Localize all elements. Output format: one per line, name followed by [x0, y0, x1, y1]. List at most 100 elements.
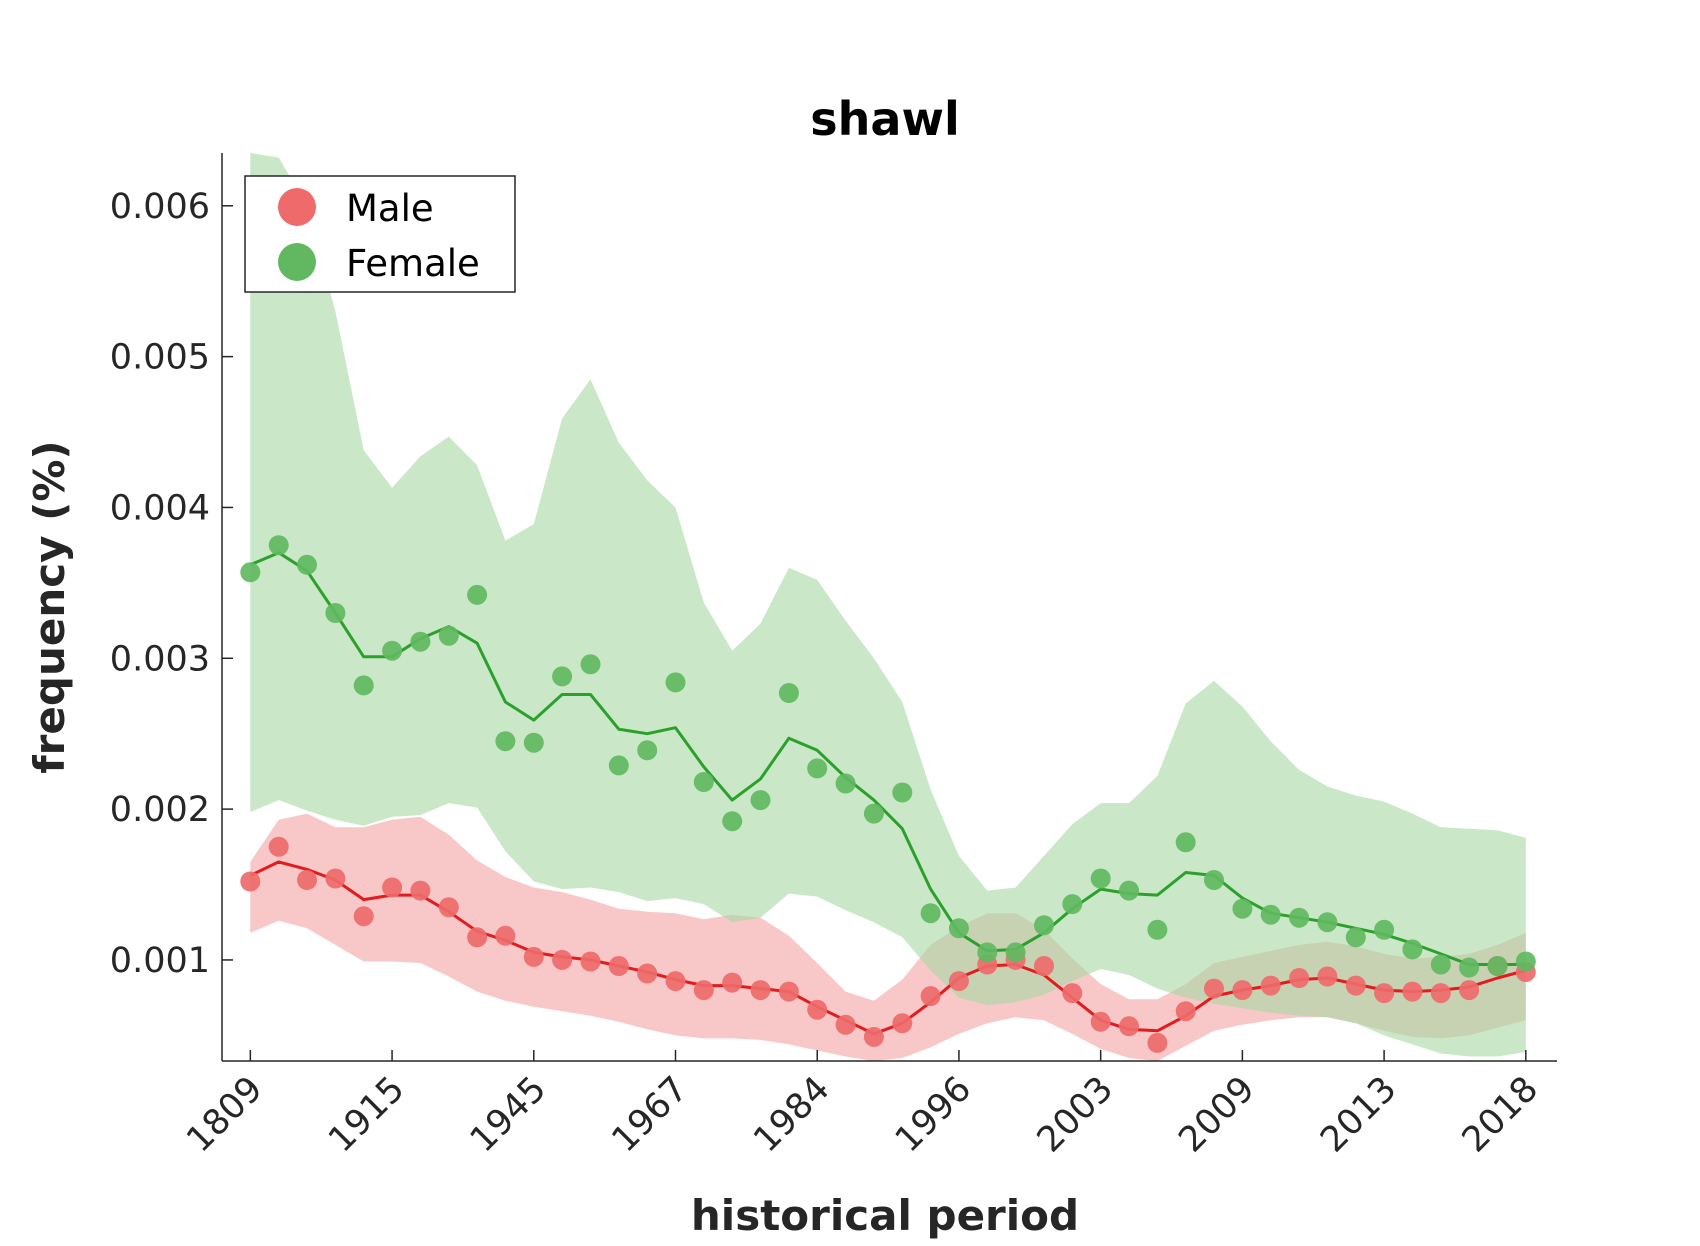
point-female: [552, 666, 573, 687]
point-female: [1260, 904, 1281, 925]
point-female: [467, 584, 488, 605]
point-male: [523, 946, 544, 967]
legend-marker-male: [278, 188, 316, 226]
point-female: [495, 731, 516, 752]
point-female: [750, 790, 771, 811]
point-female: [1034, 915, 1054, 936]
point-female: [1204, 870, 1224, 890]
point-male: [552, 949, 573, 970]
legend-label-female: Female: [346, 242, 480, 285]
point-male: [268, 836, 289, 857]
y-tick-label: 0.005: [110, 338, 210, 378]
point-female: [1090, 868, 1111, 889]
point-male: [1430, 983, 1451, 1004]
point-female: [920, 903, 941, 924]
point-male: [1232, 980, 1253, 1001]
point-male: [495, 925, 516, 946]
y-axis-title: frequency (%): [25, 440, 74, 773]
y-tick-label: 0.003: [110, 639, 210, 679]
point-female: [1289, 907, 1310, 928]
point-male: [722, 972, 743, 993]
band-female: [250, 153, 1526, 1057]
y-tick-label: 0.002: [110, 790, 210, 830]
point-male: [863, 1026, 884, 1047]
point-female: [608, 755, 629, 776]
point-female: [1515, 951, 1536, 972]
point-female: [240, 562, 261, 583]
point-female: [325, 603, 346, 623]
point-female: [1402, 939, 1423, 960]
point-male: [325, 868, 346, 889]
point-male: [1119, 1016, 1139, 1037]
point-male: [438, 897, 459, 918]
point-female: [863, 803, 884, 824]
point-male: [467, 927, 488, 948]
point-male: [1459, 980, 1480, 1001]
legend-label-male: Male: [346, 187, 434, 230]
point-female: [977, 942, 998, 963]
point-male: [892, 1013, 913, 1034]
point-male: [750, 980, 771, 1001]
point-male: [1147, 1032, 1168, 1053]
point-male: [382, 877, 403, 898]
point-male: [1289, 968, 1310, 988]
point-female: [268, 535, 289, 556]
series-points: [240, 535, 1536, 1053]
point-female: [892, 782, 913, 803]
point-female: [1374, 919, 1395, 940]
x-axis-title: historical period: [691, 1191, 1079, 1240]
line-female: [249, 551, 1526, 966]
point-female: [353, 675, 374, 696]
point-male: [1062, 983, 1083, 1004]
point-female: [1175, 832, 1196, 853]
point-female: [580, 654, 601, 675]
point-female: [807, 758, 828, 779]
point-male: [580, 951, 601, 972]
point-male: [410, 880, 431, 901]
point-female: [778, 683, 799, 703]
y-tick-label: 0.006: [110, 187, 210, 227]
point-female: [693, 772, 714, 792]
point-male: [1345, 975, 1366, 996]
point-male: [693, 980, 714, 1001]
point-female: [438, 625, 459, 646]
y-tick-label: 0.001: [110, 941, 210, 981]
point-male: [297, 870, 317, 890]
point-female: [297, 554, 317, 575]
point-male: [1402, 981, 1423, 1002]
point-female: [1119, 880, 1139, 901]
point-female: [1345, 927, 1366, 948]
y-tick-label: 0.004: [110, 488, 210, 528]
point-male: [240, 871, 261, 892]
point-male: [778, 981, 799, 1002]
legend: Male Female: [244, 175, 516, 293]
point-female: [1317, 912, 1338, 933]
confidence-bands: [250, 153, 1526, 1061]
point-male: [948, 971, 969, 992]
point-female: [948, 918, 969, 939]
point-female: [382, 640, 403, 661]
point-female: [835, 773, 856, 794]
point-male: [1204, 978, 1224, 999]
point-male: [1260, 975, 1281, 996]
point-female: [1459, 957, 1480, 978]
point-male: [608, 956, 629, 976]
point-male: [1090, 1011, 1111, 1032]
point-male: [1034, 956, 1054, 976]
point-female: [637, 740, 658, 761]
point-female: [1147, 919, 1168, 940]
series-lines: [249, 551, 1527, 1036]
point-female: [665, 672, 686, 693]
point-female: [722, 811, 743, 832]
point-male: [1175, 1001, 1196, 1022]
point-female: [1232, 898, 1253, 919]
point-male: [1317, 966, 1338, 987]
point-female: [1487, 956, 1508, 976]
point-female: [1005, 942, 1026, 963]
point-male: [353, 906, 374, 927]
line-male: [249, 860, 1527, 1036]
point-male: [637, 963, 658, 984]
point-male: [807, 999, 828, 1020]
chart-title: shawl: [810, 92, 959, 146]
